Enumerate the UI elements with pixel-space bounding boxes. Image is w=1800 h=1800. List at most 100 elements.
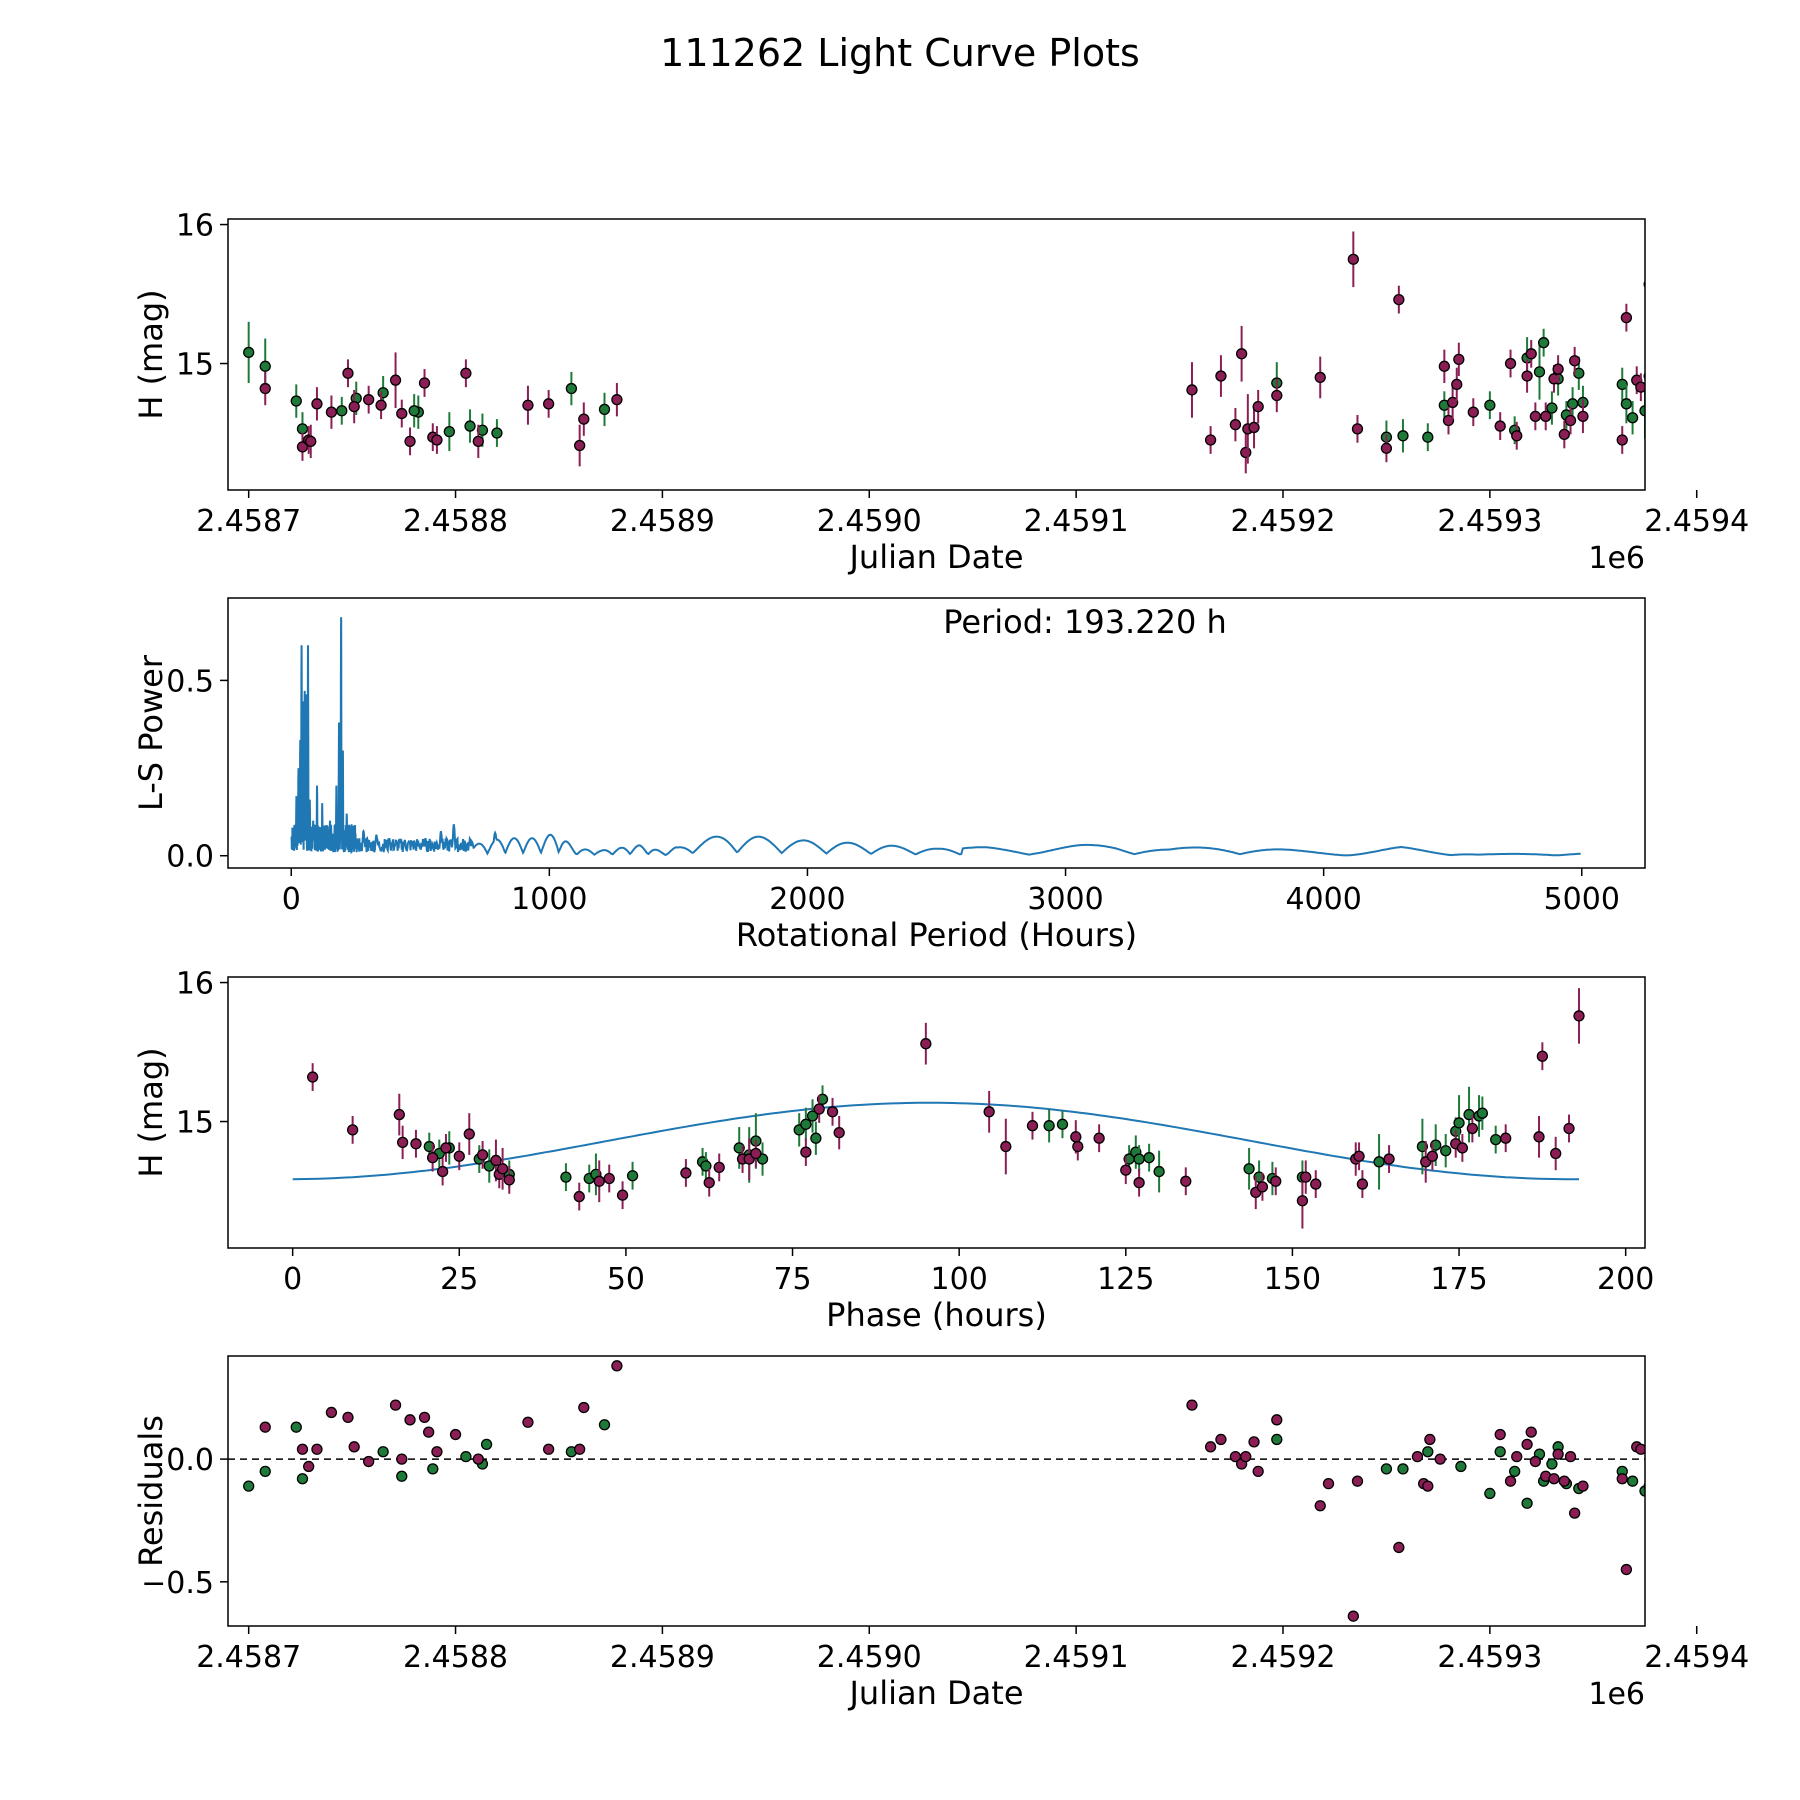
x-tick-label: 1000: [511, 882, 587, 917]
residuals-panel: 2.4587 2.4588 2.4589 2.4590 2.4591 2.4592 2.45…: [132, 1355, 1749, 1712]
data-point: [431, 434, 443, 446]
data-point: [296, 423, 309, 435]
data-point: [303, 1460, 315, 1473]
data-point: [1422, 1480, 1434, 1492]
x-tick-label: 25: [440, 1262, 478, 1297]
data-point: [1577, 1480, 1589, 1492]
data-point: [542, 398, 555, 410]
axes-frame: [227, 1355, 1646, 1627]
data-point: [1380, 1463, 1393, 1475]
data-point: [1484, 1487, 1496, 1500]
data-point: [1380, 442, 1393, 454]
data-point: [1550, 1147, 1562, 1160]
data-point: [1314, 371, 1326, 384]
data-point: [1204, 1441, 1217, 1453]
x-tick-label: 175: [1430, 1262, 1487, 1297]
data-point: [1500, 1132, 1512, 1144]
data-point: [363, 1455, 375, 1468]
data-point: [1573, 1010, 1585, 1022]
data-point: [1677, 375, 1687, 385]
data-point: [522, 1416, 534, 1428]
data-point: [1533, 1131, 1545, 1143]
data-point: [1558, 1475, 1570, 1487]
x-tick-label: 2.4590: [817, 504, 922, 539]
data-point: [1659, 403, 1669, 413]
data-point: [1271, 1433, 1283, 1446]
data-point: [396, 1136, 409, 1149]
data-point: [1654, 1447, 1664, 1457]
data-point: [1204, 434, 1217, 446]
x-tick-label: 2.4588: [403, 504, 508, 539]
data-point: [377, 387, 389, 399]
data-point: [1546, 402, 1558, 414]
data-point: [1296, 1195, 1309, 1207]
data-point: [296, 1473, 309, 1485]
x-tick-label: 4000: [1285, 882, 1361, 917]
data-point: [1347, 253, 1359, 265]
plot-area: [243, 1360, 1671, 1622]
data-point: [325, 406, 338, 418]
data-point: [1494, 1428, 1506, 1441]
data-point: [833, 1127, 845, 1139]
data-point: [1453, 353, 1465, 366]
data-point: [1397, 430, 1409, 442]
y-axis-label: Residuals: [132, 1415, 170, 1567]
data-point: [243, 1480, 255, 1492]
x-tick-label: 3000: [1027, 882, 1103, 917]
data-point: [1521, 1438, 1533, 1451]
data-point: [1635, 381, 1645, 393]
data-point: [1552, 363, 1564, 375]
data-point: [436, 1165, 449, 1178]
x-tick-label: 2.4591: [1024, 1640, 1129, 1675]
data-point: [496, 1163, 509, 1175]
axes-frame: [227, 597, 1646, 869]
model-curve: [292, 1101, 1579, 1181]
data-point: [1314, 1500, 1326, 1512]
x-axis-label: Julian Date: [847, 1674, 1023, 1712]
data-point: [311, 398, 323, 410]
data-point: [1504, 357, 1517, 370]
data-point: [1422, 1446, 1434, 1458]
data-point: [418, 377, 431, 389]
data-point: [1383, 1153, 1395, 1165]
data-point: [1659, 1442, 1669, 1452]
x-tick-label: 2.4594: [1644, 1640, 1749, 1675]
data-point: [1661, 1449, 1671, 1459]
data-point: [259, 382, 271, 395]
data-point: [1133, 1153, 1145, 1165]
data-point: [1521, 1497, 1533, 1509]
data-point: [472, 435, 484, 448]
data-point: [423, 1426, 435, 1438]
data-point: [920, 1038, 932, 1050]
data-point: [305, 435, 317, 448]
x-tick-label: 2.4590: [817, 1640, 922, 1675]
data-point: [342, 1411, 354, 1424]
data-point: [1616, 1473, 1628, 1485]
data-point: [1215, 370, 1227, 382]
data-point: [700, 1160, 712, 1172]
x-tick-label: 2000: [769, 882, 845, 917]
axes-frame: [227, 218, 1646, 491]
data-point: [1681, 381, 1691, 391]
data-point: [800, 1146, 812, 1158]
data-point: [1186, 384, 1198, 396]
data-point: [542, 1443, 555, 1455]
x-tick-label: 75: [773, 1262, 811, 1297]
y-tick-label: 16: [176, 967, 214, 1002]
data-point: [396, 1453, 408, 1465]
data-point: [1240, 1450, 1252, 1463]
data-point: [598, 1419, 611, 1431]
data-point: [1453, 1117, 1465, 1129]
data-point: [1476, 1107, 1489, 1119]
data-point: [703, 1177, 715, 1189]
data-point: [1536, 1050, 1549, 1062]
series-magenta: [306, 988, 1585, 1229]
data-point: [1566, 398, 1579, 410]
data-point: [1626, 1475, 1639, 1487]
data-point: [311, 1443, 323, 1455]
data-point: [1646, 435, 1656, 445]
data-point: [565, 382, 578, 395]
data-point: [1411, 1450, 1424, 1463]
x-axis-label: Julian Date: [847, 538, 1023, 576]
data-point: [574, 439, 586, 452]
